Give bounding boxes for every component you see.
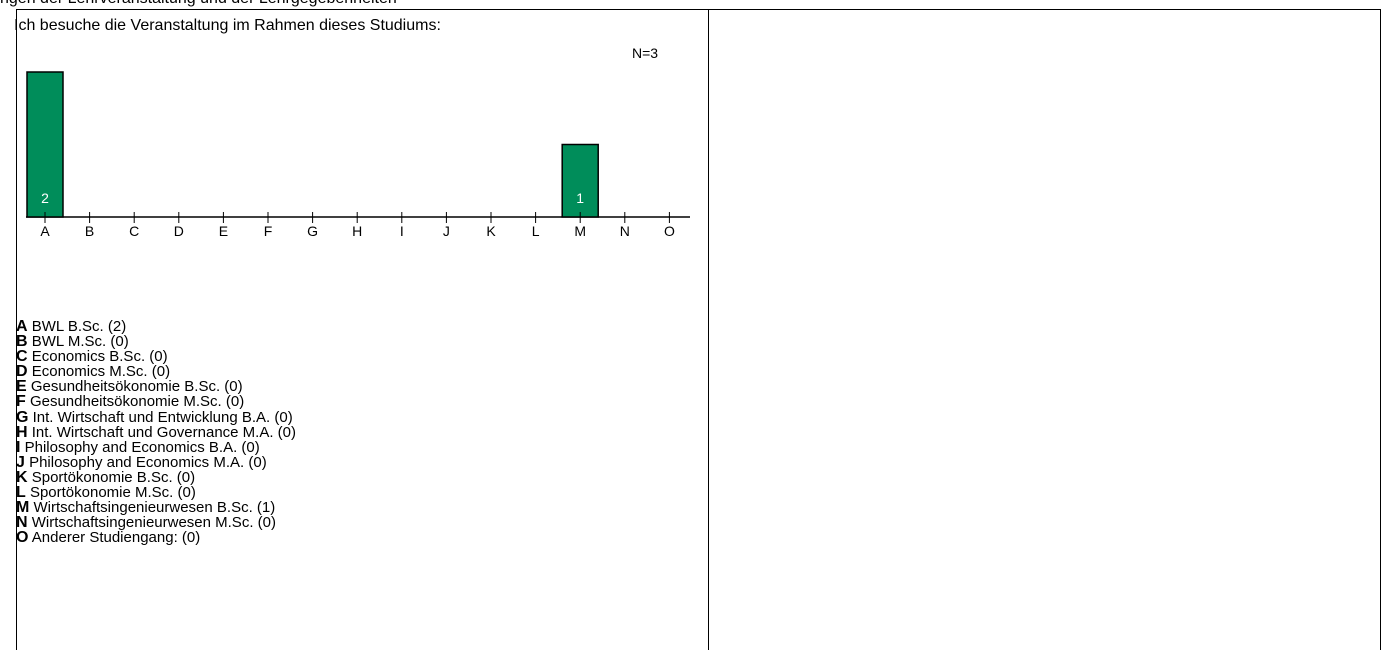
- legend-text: Economics M.Sc. (0): [31, 363, 171, 381]
- legend-item-M: M Wirtschaftsingenieurwesen B.Sc. (1): [16, 499, 296, 517]
- legend-text: Sportökonomie M.Sc. (0): [29, 484, 196, 502]
- legend-text: Philosophy and Economics M.A. (0): [29, 453, 267, 471]
- legend-text: BWL B.Sc. (2): [31, 318, 127, 335]
- bar-value-label-A: 2: [41, 190, 49, 206]
- legend-text: Anderer Studiengang: (0): [31, 529, 201, 547]
- legend-letter: A: [16, 318, 28, 335]
- legend-item-I: I Philosophy and Economics B.A. (0): [16, 438, 296, 456]
- x-tick-label-H: H: [352, 223, 362, 239]
- bar-value-label-M: 1: [576, 190, 584, 206]
- legend-letter: G: [16, 408, 29, 426]
- x-tick-label-G: G: [307, 223, 318, 239]
- legend-text: BWL M.Sc. (0): [31, 333, 129, 351]
- legend-letter: J: [16, 453, 25, 471]
- legend-text: Philosophy and Economics B.A. (0): [24, 438, 260, 456]
- legend-letter: E: [16, 378, 27, 396]
- legend-text: Int. Wirtschaft und Entwicklung B.A. (0): [32, 408, 293, 426]
- legend-item-K: K Sportökonomie B.Sc. (0): [16, 468, 296, 486]
- legend-letter: L: [16, 484, 26, 502]
- x-tick-label-L: L: [532, 223, 540, 239]
- empty-panel: [707, 9, 1381, 650]
- x-tick-label-A: A: [40, 223, 50, 239]
- legend-text: Wirtschaftsingenieurwesen M.Sc. (0): [31, 514, 276, 532]
- legend-letter: F: [16, 393, 26, 411]
- x-tick-label-D: D: [174, 223, 184, 239]
- legend-letter: B: [16, 333, 28, 351]
- legend-letter: C: [16, 348, 28, 366]
- sample-size-label: N=3: [632, 45, 659, 61]
- legend-text: Economics B.Sc. (0): [31, 348, 168, 366]
- legend-letter: N: [16, 514, 28, 532]
- page-header-text: ngen der Lehrveranstaltung und der Lehrg…: [0, 0, 397, 9]
- legend-item-C: C Economics B.Sc. (0): [16, 348, 296, 366]
- x-tick-label-F: F: [264, 223, 273, 239]
- legend: A BWL B.Sc. (2) B BWL M.Sc. (0) C Economic…: [16, 318, 296, 547]
- legend-item-H: H Int. Wirtschaft und Governance M.A. (0…: [16, 423, 296, 441]
- x-tick-label-J: J: [443, 223, 450, 239]
- legend-item-E: E Gesundheitsökonomie B.Sc. (0): [16, 378, 296, 396]
- legend-item-L: L Sportökonomie M.Sc. (0): [16, 484, 296, 502]
- legend-item-O: O Anderer Studiengang: (0): [16, 529, 296, 547]
- legend-text: Gesundheitsökonomie M.Sc. (0): [29, 393, 245, 411]
- chart-panel: [16, 9, 709, 650]
- bar-M: [561, 143, 599, 218]
- legend-letter: H: [16, 423, 28, 441]
- legend-item-D: D Economics M.Sc. (0): [16, 363, 296, 381]
- legend-letter: I: [16, 438, 21, 456]
- x-tick-label-K: K: [486, 223, 496, 239]
- x-tick-label-E: E: [219, 223, 228, 239]
- legend-text: Wirtschaftsingenieurwesen B.Sc. (1): [33, 499, 276, 517]
- x-tick-label-C: C: [129, 223, 139, 239]
- x-tick-label-I: I: [400, 223, 404, 239]
- legend-letter: D: [16, 363, 28, 381]
- legend-item-G: G Int. Wirtschaft und Entwicklung B.A. (…: [16, 408, 296, 426]
- legend-text: Gesundheitsökonomie B.Sc. (0): [30, 378, 243, 396]
- x-tick-label-O: O: [664, 223, 675, 239]
- legend-letter: M: [16, 499, 30, 517]
- chart-title: Ich besuche die Veranstaltung im Rahmen …: [14, 17, 441, 34]
- legend-letter: O: [16, 529, 29, 547]
- legend-item-J: J Philosophy and Economics M.A. (0): [16, 453, 296, 471]
- legend-item-N: N Wirtschaftsingenieurwesen M.Sc. (0): [16, 514, 296, 532]
- legend-item-F: F Gesundheitsökonomie M.Sc. (0): [16, 393, 296, 411]
- x-tick-label-N: N: [620, 223, 630, 239]
- x-tick-label-B: B: [85, 223, 94, 239]
- legend-letter: K: [16, 468, 28, 486]
- x-tick-label-M: M: [574, 223, 586, 239]
- legend-text: Sportökonomie B.Sc. (0): [31, 468, 196, 486]
- legend-item-B: B BWL M.Sc. (0): [16, 333, 296, 351]
- legend-text: Int. Wirtschaft und Governance M.A. (0): [31, 423, 296, 441]
- bar-chart: 2 A B C D E F G H I J K L 1 M N O: [26, 71, 690, 239]
- legend-item-A: A BWL B.Sc. (2): [16, 318, 296, 335]
